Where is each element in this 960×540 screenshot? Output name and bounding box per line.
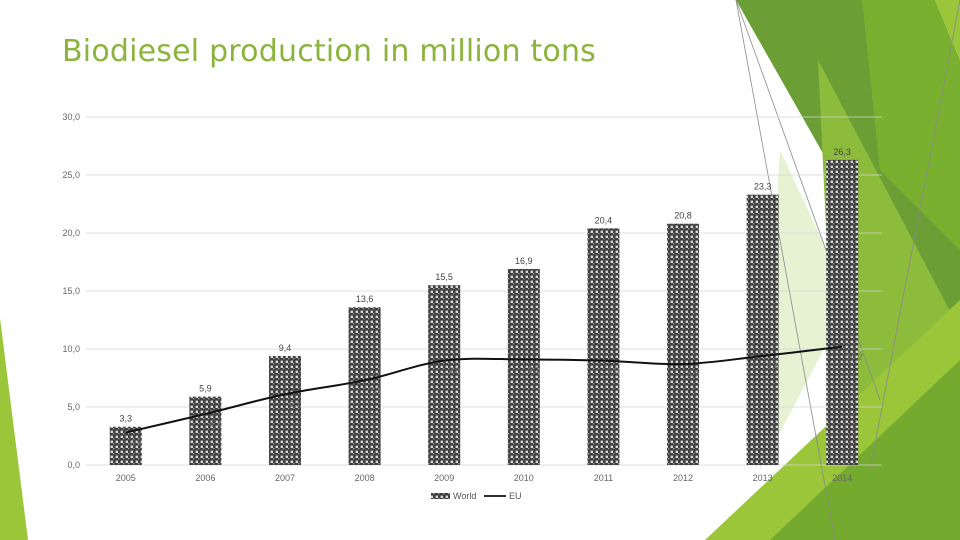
eu-data-label: 9,4 (767, 361, 779, 371)
deco-top-right-bright (862, 0, 960, 250)
bar-world (746, 194, 779, 465)
y-axis-ticks: 0,0 5,0 10,0 15,0 20,0 25,0 30,0 (62, 112, 80, 470)
bar-data-label: 23,3 (754, 182, 772, 192)
eu-data-label: 9,0 (607, 366, 619, 376)
x-tick-label: 2012 (673, 473, 693, 483)
bar-world (826, 159, 859, 466)
bar-world (507, 268, 540, 465)
y-tick-label: 30,0 (62, 112, 80, 122)
bar-data-label: 13,6 (356, 294, 374, 304)
world-bar-labels: 3,3 5,9 9,4 13,6 15,5 16,9 20,4 20,8 23,3 26,3 (120, 147, 851, 424)
chart-legend: World EU (431, 491, 522, 501)
bar-world (667, 223, 699, 465)
eu-data-label: 9,1 (528, 364, 540, 374)
bar-data-label: 9,4 (279, 343, 292, 353)
world-bars (109, 159, 859, 466)
eu-line-labels: 2,8 4,4 6,1 7,3 9,0 9,1 9,0 8,7 9,4 10,2 (130, 352, 863, 448)
deco-pale-wedge (760, 150, 850, 470)
eu-data-label: 2,8 (130, 438, 142, 448)
deco-bottom-shade (770, 360, 960, 540)
bar-data-label: 5,9 (199, 384, 212, 394)
y-tick-label: 10,0 (62, 344, 80, 354)
y-tick-label: 20,0 (62, 228, 80, 238)
x-axis-ticks: 2005 2006 2007 2008 2009 2010 2011 2012 2013 2014 (116, 473, 852, 483)
deco-thin-line-3 (869, 0, 960, 471)
bar-world (269, 355, 301, 465)
bar-data-label: 16,9 (515, 256, 533, 266)
bar-world (109, 426, 142, 465)
bar-world (348, 307, 381, 465)
page-title: Biodiesel production in million tons (62, 34, 597, 69)
eu-data-label: 10,2 (846, 352, 863, 362)
y-tick-label: 0,0 (67, 460, 80, 470)
eu-data-label: 7,3 (369, 385, 381, 395)
x-tick-label: 2009 (434, 473, 454, 483)
y-tick-label: 5,0 (67, 402, 80, 412)
eu-data-label: 6,1 (289, 399, 301, 409)
bar-world (428, 285, 461, 465)
deco-left-sliver (0, 318, 28, 540)
bar-data-label: 20,8 (674, 211, 692, 221)
eu-data-label: 4,4 (209, 419, 221, 429)
bar-data-label: 15,5 (435, 272, 453, 282)
bar-data-label: 26,3 (833, 147, 851, 157)
y-tick-label: 25,0 (62, 170, 80, 180)
x-tick-label: 2008 (355, 473, 375, 483)
bar-data-label: 20,4 (595, 215, 613, 225)
x-tick-label: 2014 (832, 473, 852, 483)
x-tick-label: 2006 (195, 473, 215, 483)
y-tick-label: 15,0 (62, 286, 80, 296)
legend-swatch-world (431, 493, 450, 499)
eu-line (125, 345, 843, 434)
eu-line-series (125, 345, 843, 434)
deco-thin-line-1 (735, 0, 836, 540)
x-tick-label: 2013 (753, 473, 773, 483)
deco-right-edge (935, 0, 960, 60)
x-tick-label: 2005 (116, 473, 136, 483)
x-tick-label: 2007 (275, 473, 295, 483)
legend-label-world: World (453, 491, 476, 501)
bar-world (587, 228, 620, 465)
bar-data-label: 3,3 (120, 414, 133, 424)
legend-label-eu: EU (509, 491, 522, 501)
eu-data-label: 9,0 (448, 366, 460, 376)
x-tick-label: 2010 (514, 473, 534, 483)
x-tick-label: 2011 (594, 473, 613, 483)
eu-data-label: 8,7 (687, 369, 699, 379)
bar-world (189, 396, 222, 465)
